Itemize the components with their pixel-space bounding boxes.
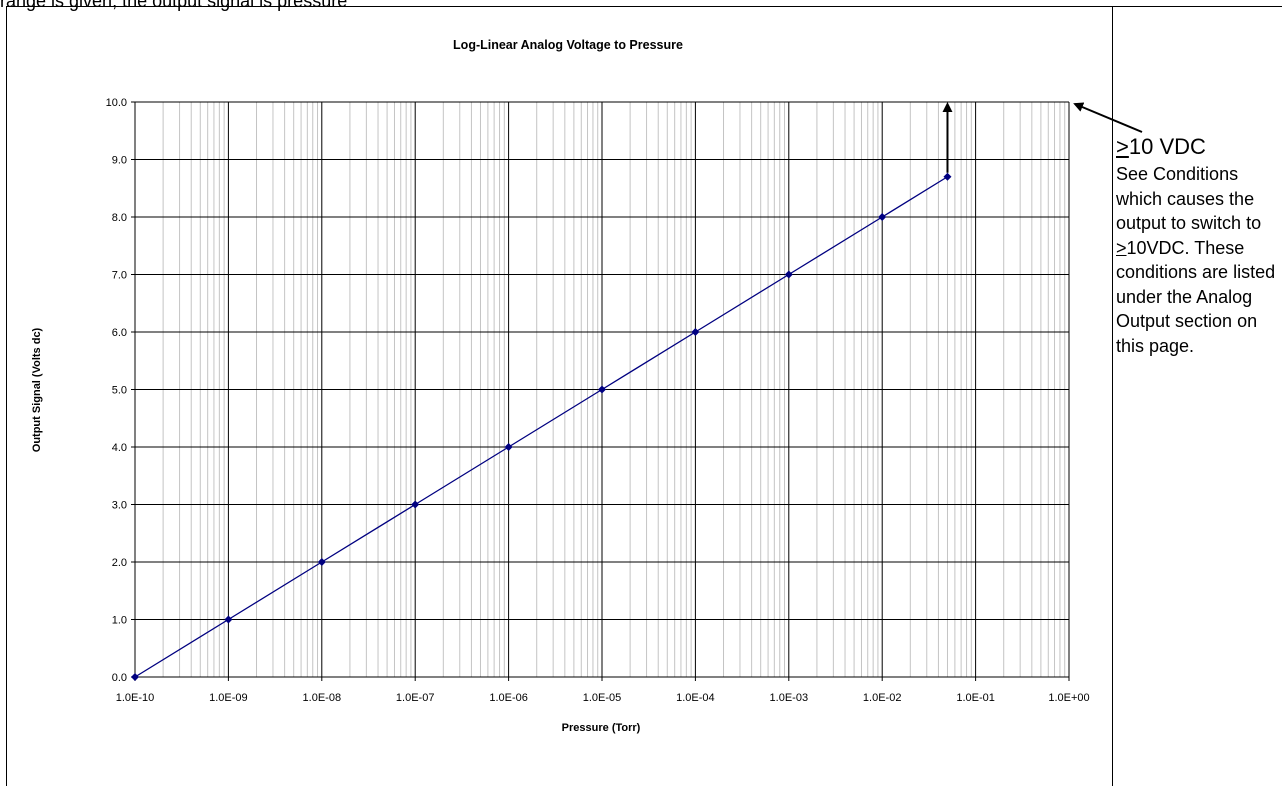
data-point bbox=[943, 172, 952, 181]
chart-title: Log-Linear Analog Voltage to Pressure bbox=[453, 38, 683, 52]
x-tick-label: 1.0E-07 bbox=[396, 692, 435, 704]
y-tick-label: 1.0 bbox=[112, 615, 127, 627]
x-tick-label: 1.0E+00 bbox=[1048, 692, 1089, 704]
note-heading: >10 VDC bbox=[1116, 134, 1206, 159]
y-axis-ticks: 0.0 1.0 2.0 3.0 4.0 5.0 6.0 7.0 8.0 9.0 10.0 bbox=[106, 97, 127, 684]
x-tick-label: 1.0E-03 bbox=[770, 692, 809, 704]
data-point bbox=[691, 328, 700, 336]
y-axis-label: Output Signal (Volts dc) bbox=[31, 327, 43, 452]
data-point bbox=[411, 500, 420, 509]
y-tick-label: 9.0 bbox=[112, 155, 127, 167]
major-grid bbox=[131, 101, 1070, 681]
y-tick-label: 10.0 bbox=[106, 97, 127, 109]
x-axis-ticks: 1.0E-10 1.0E-09 1.0E-08 1.0E-07 1.0E-06 1.0E-… bbox=[116, 692, 1090, 704]
data-point bbox=[504, 443, 513, 451]
x-tick-label: 1.0E-04 bbox=[676, 692, 715, 704]
note-text: >10 VDC See Conditions which causes the … bbox=[1116, 134, 1276, 358]
y-tick-label: 2.0 bbox=[112, 557, 127, 569]
y-tick-label: 0.0 bbox=[112, 672, 127, 684]
y-tick-label: 5.0 bbox=[112, 385, 127, 397]
data-point bbox=[878, 213, 887, 221]
x-tick-label: 1.0E-01 bbox=[956, 692, 995, 704]
data-point bbox=[131, 673, 139, 681]
data-point bbox=[224, 615, 233, 624]
log-linear-chart: Log-Linear Analog Voltage to Pressure 1.… bbox=[31, 38, 1143, 734]
table-column-divider bbox=[1112, 6, 1113, 786]
y-tick-label: 4.0 bbox=[112, 442, 127, 454]
page-text-fragment: range is given, the output signal is pre… bbox=[0, 0, 348, 11]
annotation-layer bbox=[942, 102, 1143, 173]
data-point bbox=[317, 558, 326, 566]
note-body: See Conditions which causes the output t… bbox=[1116, 164, 1276, 356]
data-point bbox=[598, 385, 606, 394]
table-frame bbox=[6, 6, 1282, 786]
x-tick-label: 1.0E-10 bbox=[116, 692, 155, 704]
y-tick-label: 6.0 bbox=[112, 327, 127, 339]
x-tick-label: 1.0E-05 bbox=[583, 692, 622, 704]
x-tick-label: 1.0E-08 bbox=[303, 692, 342, 704]
data-point bbox=[784, 270, 793, 279]
y-tick-label: 8.0 bbox=[112, 212, 127, 224]
x-tick-label: 1.0E-06 bbox=[489, 692, 528, 704]
y-tick-label: 7.0 bbox=[112, 270, 127, 282]
x-tick-label: 1.0E-02 bbox=[863, 692, 902, 704]
callout-arrow bbox=[1073, 102, 1143, 133]
x-tick-label: 1.0E-09 bbox=[209, 692, 248, 704]
series-layer bbox=[131, 172, 952, 681]
series-line bbox=[134, 176, 948, 678]
x-axis-label: Pressure (Torr) bbox=[562, 722, 641, 734]
y-tick-label: 3.0 bbox=[112, 500, 127, 512]
